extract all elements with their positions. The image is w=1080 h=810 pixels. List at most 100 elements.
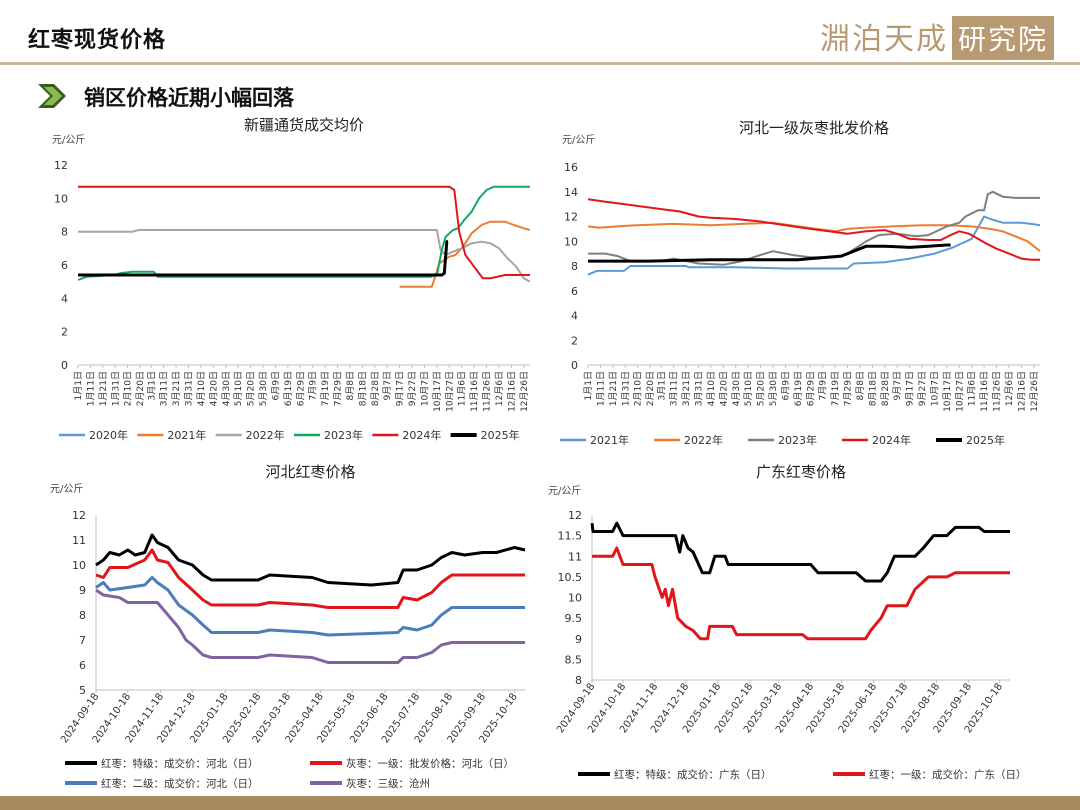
chart-title: 河北一级灰枣批发价格 [739, 119, 889, 137]
x-tick-label: 6月29日 [295, 371, 306, 406]
legend-label: 2023年 [778, 433, 817, 447]
legend-label: 红枣：特级：成交价：广东（日） [614, 768, 772, 781]
x-tick-label: 12月26日 [1029, 371, 1040, 412]
y-tick-label: 6 [571, 285, 578, 298]
series-line-3 [77, 185, 530, 281]
chart-title: 河北红枣价格 [265, 463, 355, 481]
x-tick-label: 3月1日 [146, 371, 157, 400]
y-tick-label: 4 [571, 310, 578, 323]
y-tick-label: 16 [564, 161, 578, 174]
y-tick-label: 12 [568, 509, 582, 522]
x-tick-label: 6月19日 [793, 371, 804, 406]
y-tick-label: 11 [72, 534, 86, 547]
x-tick-label: 3月11日 [159, 371, 170, 406]
y-axis-unit: 元/公斤 [548, 485, 581, 497]
series-line-5 [78, 240, 449, 277]
y-tick-label: 8 [571, 260, 578, 273]
x-tick-label: 10月7日 [929, 371, 940, 406]
x-tick-label: 9月17日 [905, 371, 916, 406]
x-tick-label: 5月20日 [756, 371, 767, 406]
x-tick-label: 9月17日 [395, 371, 406, 406]
y-tick-label: 6 [79, 659, 86, 672]
x-tick-label: 12月16日 [1016, 371, 1027, 412]
x-tick-label: 9月7日 [382, 371, 393, 400]
x-tick-label: 1月21日 [98, 371, 109, 406]
x-tick-label: 4月20日 [718, 371, 729, 406]
x-tick-label: 2月10日 [123, 371, 134, 406]
legend-label: 2022年 [684, 433, 723, 447]
x-tick-label: 8月28日 [370, 371, 381, 406]
y-tick-label: 2 [571, 334, 578, 347]
x-tick-label: 11月26日 [992, 371, 1003, 412]
y-tick-label: 10 [72, 559, 86, 572]
x-tick-label: 5月10日 [233, 371, 244, 406]
x-tick-label: 8月18日 [357, 371, 368, 406]
chart-guangdong-red-price: 广东红枣价格元/公斤88.599.51010.51111.5122024-09-… [548, 463, 1027, 781]
x-tick-label: 9月7日 [892, 371, 903, 400]
y-tick-label: 14 [564, 186, 578, 199]
x-tick-label: 7月29日 [843, 371, 854, 406]
x-tick-label: 1月11日 [595, 371, 606, 406]
y-tick-label: 9 [575, 633, 582, 646]
brand-logo: 淵泊天成 研究院 [820, 14, 1054, 60]
y-tick-label: 10 [54, 192, 68, 205]
y-tick-label: 10.5 [558, 571, 583, 584]
x-tick-label: 11月16日 [979, 371, 990, 412]
y-tick-label: 4 [61, 292, 68, 305]
x-tick-label: 7月29日 [333, 371, 344, 406]
x-tick-label: 2月20日 [645, 371, 656, 406]
series-line-3 [587, 198, 1040, 261]
x-tick-label: 9月27日 [917, 371, 928, 406]
legend-label: 2021年 [167, 428, 206, 442]
y-tick-label: 11 [568, 550, 582, 563]
series-line-4 [78, 185, 530, 280]
legend-label: 灰枣：三级：沧州 [346, 777, 430, 790]
x-tick-label: 7月9日 [818, 371, 829, 400]
x-tick-label: 8月28日 [880, 371, 891, 406]
y-tick-label: 6 [61, 259, 68, 272]
x-tick-label: 11月6日 [457, 371, 468, 406]
series-line-2 [95, 576, 525, 637]
y-tick-label: 9 [79, 584, 86, 597]
x-tick-label: 9月27日 [407, 371, 418, 406]
x-tick-label: 11月16日 [469, 371, 480, 412]
legend-label: 红枣：一级：成交价：广东（日） [869, 768, 1027, 781]
legend-label: 2021年 [590, 433, 629, 447]
x-tick-label: 6月19日 [283, 371, 294, 406]
x-tick-label: 3月31日 [184, 371, 195, 406]
y-axis-unit: 元/公斤 [562, 134, 595, 146]
x-tick-label: 5月30日 [768, 371, 779, 406]
x-tick-label: 3月31日 [694, 371, 705, 406]
series-line-1 [587, 221, 1041, 252]
chart-hebei-red-price: 河北红枣价格元/公斤567891011122024-09-182024-10-1… [50, 463, 526, 790]
chart-title: 广东红枣价格 [756, 463, 846, 481]
y-axis-unit: 元/公斤 [52, 134, 85, 146]
y-tick-label: 0 [61, 359, 68, 372]
x-tick-label: 6月9日 [270, 371, 281, 400]
x-tick-label: 12月6日 [1004, 371, 1015, 406]
chevron-right-icon [38, 84, 66, 108]
header-divider [0, 62, 1080, 65]
x-tick-label: 12月6日 [494, 371, 505, 406]
x-tick-label: 7月19日 [320, 371, 331, 406]
x-tick-label: 3月11日 [669, 371, 680, 406]
x-tick-label: 3月21日 [171, 371, 182, 406]
legend-label: 2022年 [246, 428, 285, 442]
x-tick-label: 4月10日 [706, 371, 717, 406]
y-tick-label: 7 [79, 634, 86, 647]
legend-label: 2024年 [402, 428, 441, 442]
x-tick-label: 2月10日 [633, 371, 644, 406]
legend-label: 红枣：特级：成交价：河北（日） [101, 757, 259, 770]
y-tick-label: 12 [564, 211, 578, 224]
series-line-2 [78, 229, 531, 283]
x-tick-label: 1月11日 [85, 371, 96, 406]
series-line-3 [95, 588, 525, 664]
legend-label: 2025年 [481, 428, 520, 442]
x-tick-label: 3月1日 [656, 371, 667, 400]
x-tick-label: 4月30日 [731, 371, 742, 406]
y-tick-label: 9.5 [565, 612, 583, 625]
x-tick-label: 8月18日 [867, 371, 878, 406]
section-title: 销区价格近期小幅回落 [84, 86, 294, 110]
legend-label: 2025年 [966, 433, 1005, 447]
